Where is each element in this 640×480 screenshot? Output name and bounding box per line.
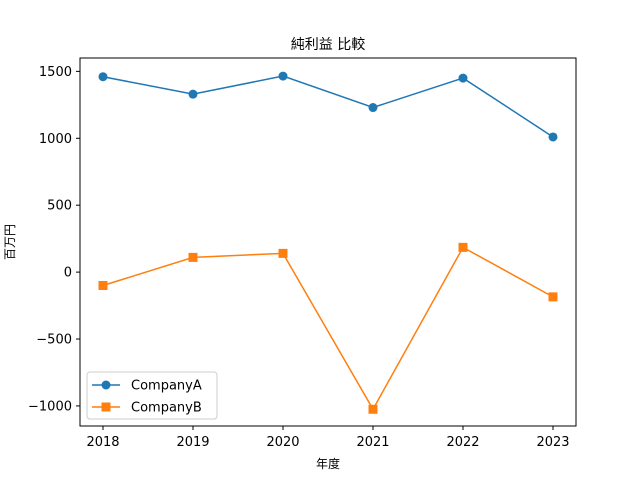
y-tick-label: 1500 [39, 65, 72, 80]
x-tick-label: 2018 [86, 435, 119, 450]
data-point-companyb [368, 404, 378, 414]
plot-area-frame [79, 57, 577, 427]
data-point-companya [368, 103, 378, 113]
y-tick-label: −1000 [28, 399, 72, 414]
data-point-companya [98, 72, 108, 82]
data-point-companya [548, 132, 558, 142]
legend-entries: CompanyA CompanyB [92, 379, 202, 416]
x-tick-label: 2023 [536, 435, 569, 450]
legend-marker-companya [101, 380, 111, 390]
data-point-companyb [98, 280, 108, 290]
series-line-companyb [102, 246, 554, 411]
x-tick-label: 2019 [176, 435, 209, 450]
y-tick-label: 1000 [39, 132, 72, 147]
data-point-companya [188, 89, 198, 99]
data-point-companyb [278, 248, 288, 258]
data-point-companya [458, 73, 468, 83]
legend-label-companya: CompanyA [131, 379, 202, 394]
series-companya [98, 71, 558, 142]
y-tick-label: −500 [36, 333, 72, 348]
series-layer [98, 71, 558, 414]
x-tick-label: 2020 [266, 435, 299, 450]
y-tick-label: 0 [64, 266, 72, 281]
data-point-companyb [548, 292, 558, 302]
data-point-companyb [188, 252, 198, 262]
series-line-companya [102, 75, 554, 138]
x-tick-label: 2022 [446, 435, 479, 450]
legend-label-companyb: CompanyB [131, 401, 202, 416]
x-axis-label: 年度 [316, 456, 340, 471]
x-tick-label: 2021 [356, 435, 389, 450]
data-point-companya [278, 71, 288, 81]
series-companyb [98, 242, 558, 414]
y-tick-label: 500 [47, 199, 72, 214]
legend-marker-companyb [101, 402, 111, 412]
y-axis-label: 百万円 [3, 224, 17, 260]
ticks-layer: 2018 2019 2020 2021 2022 2023 1500 1000 500 0 −500… [28, 65, 570, 450]
data-point-companyb [458, 242, 468, 252]
legend: CompanyA CompanyB [86, 371, 218, 420]
chart-title: 純利益 比較 [291, 37, 365, 53]
